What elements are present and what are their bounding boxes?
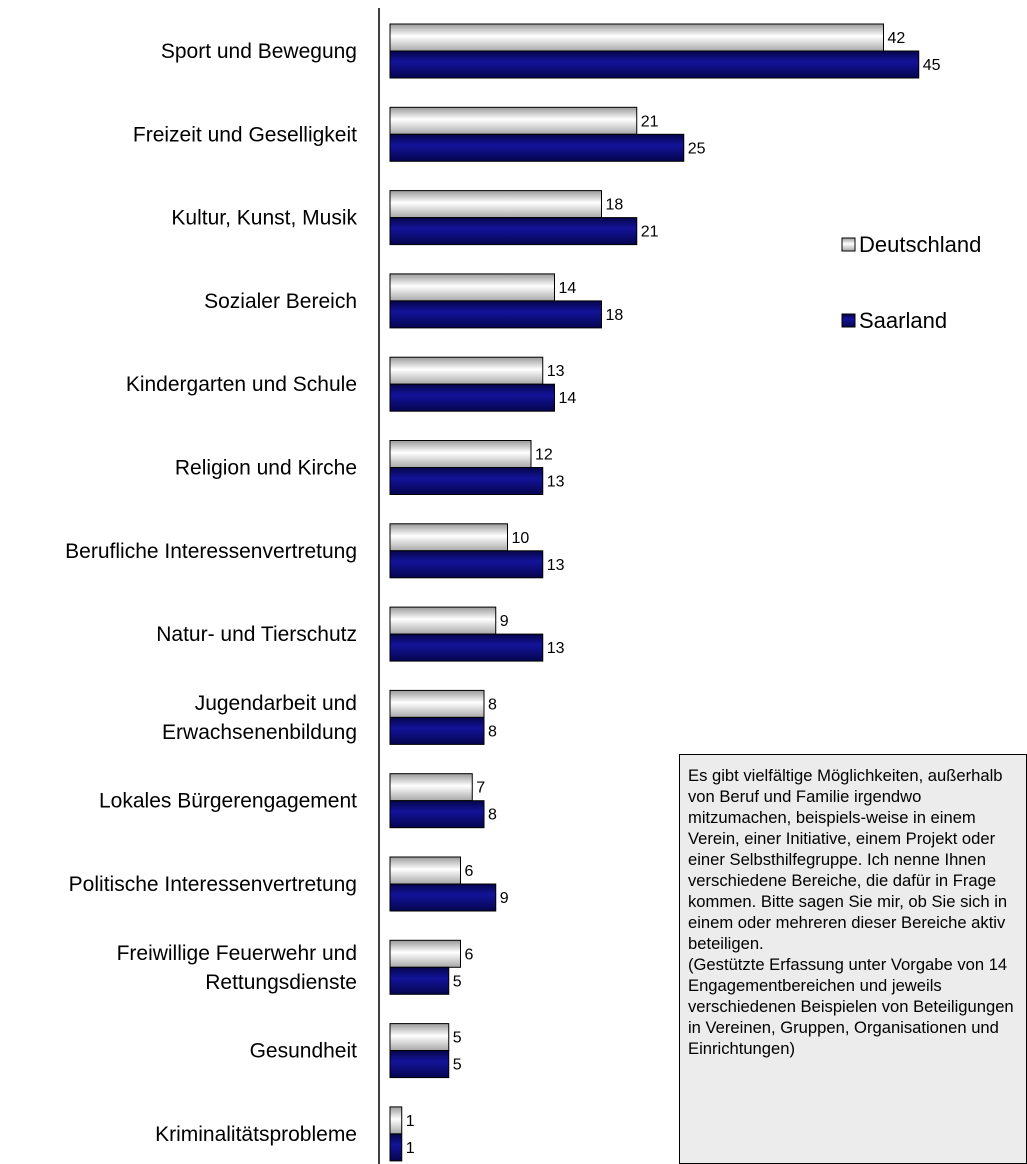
value-label-deutschland-kindergarten-und-schule: 13 xyxy=(547,363,565,380)
category-labels: Sport und Bewegung Freizeit und Geselligk… xyxy=(65,40,357,1146)
bar-saarland-gesundheit xyxy=(389,1050,450,1079)
value-label-deutschland-kultur-kunst-musik: 18 xyxy=(606,197,624,214)
bar-saarland-jugendarbeit-und-erwachsenenbildung xyxy=(389,716,485,745)
bar-deutschland-jugendarbeit-und-erwachsenenbildung xyxy=(389,689,485,718)
category-label-sport-und-bewegung: Sport und Bewegung xyxy=(161,40,357,63)
value-label-deutschland-politische-interessenvertretung: 6 xyxy=(465,863,474,880)
category-label-kindergarten-und-schule: Kindergarten und Schule xyxy=(126,373,357,396)
category-label-gesundheit: Gesundheit xyxy=(250,1040,358,1063)
bars-layer: 4245212518211418131412131013913887869655… xyxy=(389,23,941,1162)
value-label-deutschland-religion-und-kirche: 12 xyxy=(535,447,553,464)
bar-deutschland-religion-und-kirche xyxy=(389,440,532,468)
legend-swatch-deutschland xyxy=(841,237,856,252)
category-label-berufliche-interessenvertretung: Berufliche Interessenvertretung xyxy=(65,540,357,563)
value-label-deutschland-sozialer-bereich: 14 xyxy=(559,280,577,297)
value-label-saarland-lokales-burgerengagement: 8 xyxy=(488,807,497,824)
category-label-kultur-kunst-musik: Kultur, Kunst, Musik xyxy=(171,207,357,230)
category-label-freizeit-und-geselligkeit: Freizeit und Geselligkeit xyxy=(133,123,357,146)
value-label-deutschland-sport-und-bewegung: 42 xyxy=(888,30,906,47)
bar-deutschland-berufliche-interessenvertretung xyxy=(389,523,508,552)
value-label-saarland-kultur-kunst-musik: 21 xyxy=(641,224,659,241)
bar-saarland-sozialer-bereich xyxy=(389,300,602,329)
value-label-saarland-freiwillige-feuerwehr-und-rettungsdienste: 5 xyxy=(453,973,462,990)
value-label-saarland-politische-interessenvertretung: 9 xyxy=(500,890,509,907)
bar-saarland-kriminalitatsprobleme xyxy=(389,1133,403,1162)
bar-saarland-lokales-burgerengagement xyxy=(389,800,485,829)
legend-swatch-saarland xyxy=(841,313,856,328)
note-question-text: Es gibt vielfältige Möglichkeiten, außer… xyxy=(688,766,1008,953)
bar-saarland-religion-und-kirche xyxy=(389,467,544,495)
category-label-jugendarbeit-und-erwachsenenbildung: Jugendarbeit und Erwachsenenbildung xyxy=(162,692,357,744)
value-label-saarland-jugendarbeit-und-erwachsenenbildung: 8 xyxy=(488,723,497,740)
note-method-text: (Gestützte Erfassung unter Vorgabe von 1… xyxy=(688,955,1014,1058)
legend: Deutschland Saarland xyxy=(841,232,981,333)
value-label-saarland-berufliche-interessenvertretung: 13 xyxy=(547,557,565,574)
category-label-religion-und-kirche: Religion und Kirche xyxy=(175,457,357,480)
bar-deutschland-politische-interessenvertretung xyxy=(389,856,461,885)
bar-deutschland-natur-und-tierschutz xyxy=(389,606,497,635)
value-label-deutschland-berufliche-interessenvertretung: 10 xyxy=(512,530,530,547)
question-note-box: Es gibt vielfältige Möglichkeiten, außer… xyxy=(679,754,1027,1164)
value-label-deutschland-freizeit-und-geselligkeit: 21 xyxy=(641,113,659,130)
bar-saarland-kindergarten-und-schule xyxy=(389,383,555,412)
value-label-deutschland-kriminalitatsprobleme: 1 xyxy=(406,1113,415,1130)
value-label-saarland-freizeit-und-geselligkeit: 25 xyxy=(688,140,706,157)
category-label-sozialer-bereich: Sozialer Bereich xyxy=(204,290,357,313)
bar-saarland-berufliche-interessenvertretung xyxy=(389,550,544,579)
value-label-saarland-kindergarten-und-schule: 14 xyxy=(559,390,577,407)
category-label-lokales-burgerengagement: Lokales Bürgerengagement xyxy=(99,790,357,813)
value-label-deutschland-natur-und-tierschutz: 9 xyxy=(500,613,509,630)
legend-label-deutschland: Deutschland xyxy=(859,232,981,257)
value-label-saarland-gesundheit: 5 xyxy=(453,1057,462,1074)
value-label-saarland-natur-und-tierschutz: 13 xyxy=(547,640,565,657)
category-label-kriminalitatsprobleme: Kriminalitätsprobleme xyxy=(155,1123,357,1146)
bar-saarland-sport-und-bewegung xyxy=(389,50,920,79)
bar-deutschland-kriminalitatsprobleme xyxy=(389,1106,403,1135)
bar-deutschland-kindergarten-und-schule xyxy=(389,356,544,385)
value-label-saarland-kriminalitatsprobleme: 1 xyxy=(406,1140,415,1157)
value-label-deutschland-lokales-burgerengagement: 7 xyxy=(476,780,485,797)
value-label-deutschland-freiwillige-feuerwehr-und-rettungsdienste: 6 xyxy=(465,946,474,963)
bar-saarland-natur-und-tierschutz xyxy=(389,633,544,662)
bar-deutschland-lokales-burgerengagement xyxy=(389,773,473,802)
bar-deutschland-gesundheit xyxy=(389,1023,450,1052)
bar-deutschland-sport-und-bewegung xyxy=(389,23,884,52)
bar-saarland-freizeit-und-geselligkeit xyxy=(389,133,685,162)
category-label-natur-und-tierschutz: Natur- und Tierschutz xyxy=(156,623,357,646)
value-label-deutschland-jugendarbeit-und-erwachsenenbildung: 8 xyxy=(488,696,497,713)
bar-deutschland-sozialer-bereich xyxy=(389,273,555,302)
bar-saarland-freiwillige-feuerwehr-und-rettungsdienste xyxy=(389,966,450,995)
value-label-saarland-sozialer-bereich: 18 xyxy=(606,307,624,324)
bar-deutschland-freizeit-und-geselligkeit xyxy=(389,106,638,135)
value-label-deutschland-gesundheit: 5 xyxy=(453,1030,462,1047)
value-label-saarland-sport-und-bewegung: 45 xyxy=(923,57,941,74)
bar-deutschland-kultur-kunst-musik xyxy=(389,190,602,219)
bar-deutschland-freiwillige-feuerwehr-und-rettungsdienste xyxy=(389,939,461,968)
bar-saarland-kultur-kunst-musik xyxy=(389,217,638,246)
bar-saarland-politische-interessenvertretung xyxy=(389,883,497,912)
category-label-politische-interessenvertretung: Politische Interessenvertretung xyxy=(69,873,357,896)
value-label-saarland-religion-und-kirche: 13 xyxy=(547,474,565,491)
category-label-freiwillige-feuerwehr-und-rettungsdienste: Freiwillige Feuerwehr und Rettungsdienste xyxy=(117,942,357,994)
legend-label-saarland: Saarland xyxy=(859,308,947,333)
